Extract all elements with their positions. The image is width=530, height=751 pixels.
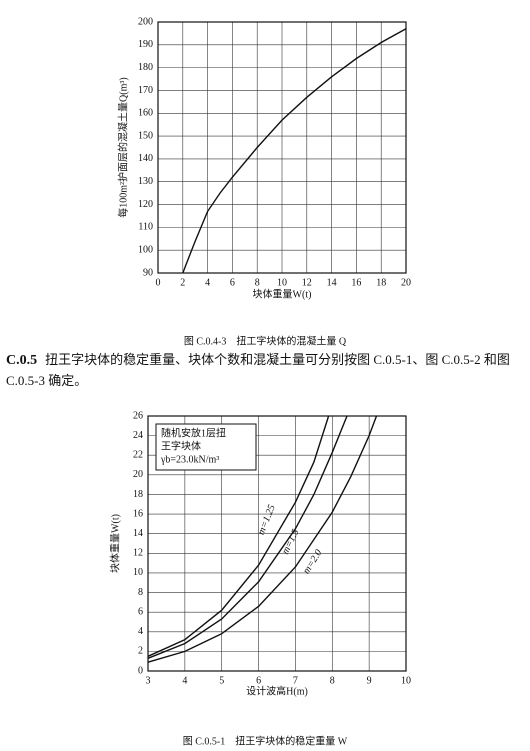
y-axis-label: 每100m²护面层的混凝土量Q(m³) — [116, 77, 129, 217]
y-tick-label: 4 — [138, 626, 143, 637]
curve — [182, 28, 407, 274]
x-tick-label: 16 — [351, 277, 361, 288]
x-tick-label: 18 — [376, 277, 386, 288]
y-tick-label: 8 — [138, 587, 143, 598]
x-tick-label: 12 — [302, 277, 312, 288]
y-tick-label: 150 — [138, 130, 153, 141]
x-tick-label: 6 — [230, 277, 235, 288]
y-tick-label: 190 — [138, 39, 153, 50]
x-tick-label: 8 — [330, 675, 335, 686]
x-tick-label: 4 — [182, 675, 187, 686]
figure-caption: 图 C.0.5-1 扭王字块体的稳定重量 W — [183, 734, 348, 747]
y-tick-label: 6 — [138, 606, 143, 617]
section-number: C.0.5 — [6, 353, 38, 368]
x-tick-label: 0 — [156, 277, 161, 288]
x-tick-label: 10 — [277, 277, 287, 288]
annotation-text: 王字块体 — [161, 439, 201, 452]
plot-frame — [147, 415, 407, 672]
x-tick-label: 6 — [256, 675, 261, 686]
curve-label: m=1.5 — [280, 528, 301, 557]
y-tick-label: 16 — [133, 508, 143, 519]
x-tick-label: 14 — [327, 277, 337, 288]
y-tick-label: 170 — [138, 85, 153, 96]
x-tick-label: 5 — [219, 675, 224, 686]
curve — [147, 415, 330, 657]
x-tick-label: 10 — [401, 675, 411, 686]
annotation-text: 随机安放1层扭 — [161, 426, 226, 439]
x-tick-label: 7 — [293, 675, 298, 686]
curve — [147, 415, 378, 663]
y-axis-label: 块体重量W(t) — [108, 514, 121, 573]
curve — [147, 415, 348, 659]
paragraph: C.0.5 扭王字块体的稳定重量、块体个数和混凝土量可分别按图 C.0.5-1、图… — [6, 350, 524, 391]
y-tick-label: 18 — [133, 489, 143, 500]
x-tick-label: 2 — [180, 277, 185, 288]
x-tick-label: 3 — [146, 675, 151, 686]
y-tick-label: 26 — [133, 410, 143, 421]
x-tick-label: 4 — [205, 277, 210, 288]
y-tick-label: 2 — [138, 646, 143, 657]
curve-label: m=1.25 — [256, 503, 278, 536]
y-tick-label: 130 — [138, 176, 153, 187]
y-tick-label: 140 — [138, 153, 153, 164]
y-tick-label: 14 — [133, 528, 143, 539]
y-tick-label: 180 — [138, 62, 153, 73]
y-tick-label: 20 — [133, 469, 143, 480]
y-tick-label: 120 — [138, 199, 153, 210]
y-tick-label: 200 — [138, 16, 153, 27]
y-tick-label: 22 — [133, 450, 143, 461]
y-tick-label: 0 — [138, 665, 143, 676]
figure-caption: 图 C.0.4-3 扭工字块体的混凝土量 Q — [184, 334, 347, 347]
x-tick-label: 9 — [367, 675, 372, 686]
x-axis-label: 块体重量W(t) — [253, 287, 312, 300]
y-tick-label: 110 — [138, 222, 153, 233]
y-tick-label: 100 — [138, 244, 153, 255]
x-tick-label: 20 — [401, 277, 411, 288]
paragraph-text: 扭王字块体的稳定重量、块体个数和混凝土量可分别按图 C.0.5-1、图 C.0.… — [6, 352, 510, 388]
y-tick-label: 160 — [138, 108, 153, 119]
annotation-box — [155, 423, 257, 471]
x-tick-label: 8 — [255, 277, 260, 288]
y-tick-label: 90 — [143, 267, 153, 278]
y-tick-label: 24 — [133, 430, 143, 441]
x-axis-label: 设计波高H(m) — [246, 684, 308, 697]
annotation-text: γb=23.0kN/m³ — [160, 454, 219, 465]
plot-frame — [157, 21, 407, 274]
y-tick-label: 10 — [133, 567, 143, 578]
y-tick-label: 12 — [133, 548, 143, 559]
